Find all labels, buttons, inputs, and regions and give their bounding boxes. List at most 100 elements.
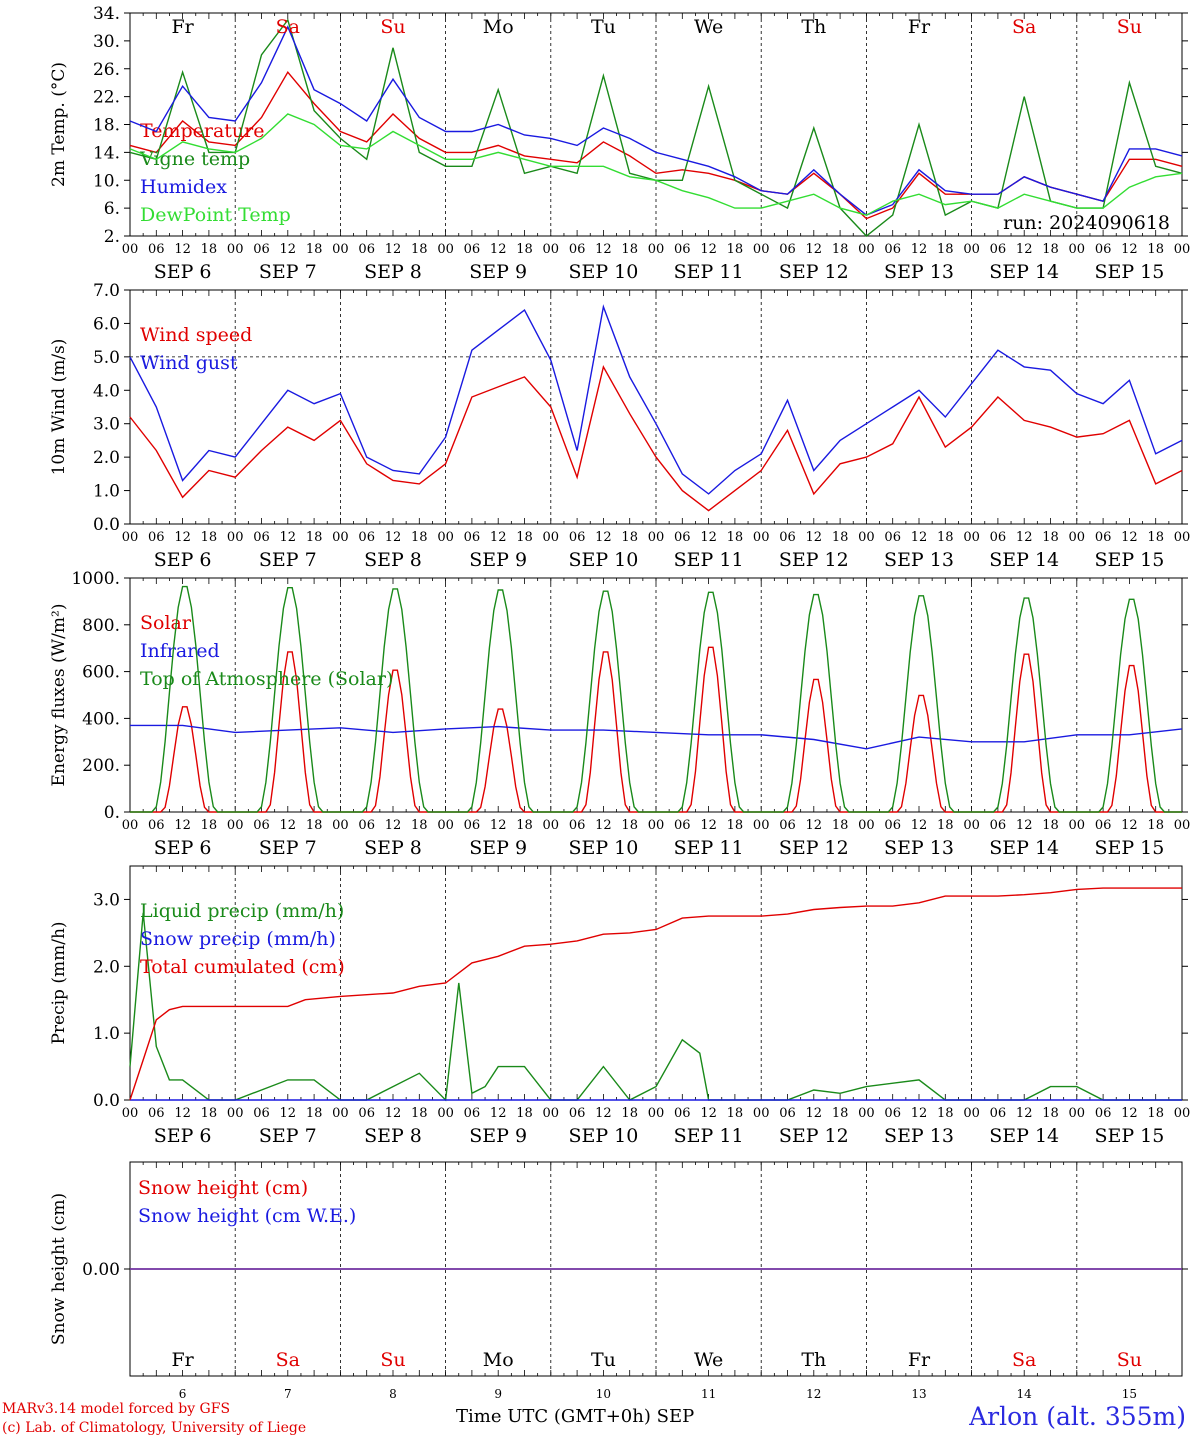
y-tick-label: 0.00 [82, 1260, 120, 1280]
x-hour-label: 18 [201, 1106, 218, 1121]
x-day-label: SEP 11 [674, 261, 744, 283]
x-hour-label: 00 [332, 1106, 349, 1121]
x-hour-label: 06 [148, 818, 165, 833]
x-hour-label: 06 [1095, 242, 1112, 257]
x-hour-label: 18 [411, 1106, 428, 1121]
x-hour-label: 18 [516, 818, 533, 833]
x-hour-label: 00 [227, 818, 244, 833]
run-label: run: 2024090618 [1003, 212, 1170, 234]
x-hour-label: 12 [174, 242, 191, 257]
y-tick-label: 1000. [71, 569, 120, 589]
x-hour-label: 18 [1042, 530, 1059, 545]
dow-label-bottom: Sa [1012, 1349, 1036, 1371]
series-line-wind-0 [129, 364, 1183, 512]
x-hour-label: 18 [832, 242, 849, 257]
x-day-label: SEP 12 [779, 1125, 849, 1147]
x-hour-label: 00 [1174, 818, 1191, 833]
dow-label-bottom: Su [380, 1349, 405, 1371]
x-hour-label: 12 [1121, 242, 1138, 257]
dow-label-top: Su [380, 16, 405, 38]
y-tick-label: 800. [82, 616, 120, 636]
x-hour-label: 06 [253, 818, 270, 833]
x-hour-label: 00 [332, 818, 349, 833]
x-hour-label: 18 [621, 1106, 638, 1121]
x-hour-label: 00 [1069, 1106, 1086, 1121]
x-hour-label: 12 [280, 1106, 297, 1121]
dow-label-bottom: Mo [483, 1349, 514, 1371]
x-hour-label: 12 [490, 530, 507, 545]
x-day-label: SEP 8 [364, 1125, 422, 1147]
dow-label-top: We [694, 16, 723, 38]
dow-label-top: Mo [483, 16, 514, 38]
y-tick-label: 10. [93, 171, 120, 191]
x-hour-label: 18 [937, 242, 954, 257]
y-tick-label: 0. [104, 803, 120, 823]
x-hour-label: 12 [806, 242, 823, 257]
x-hour-label: 12 [911, 242, 928, 257]
x-hour-label: 18 [306, 242, 323, 257]
x-hour-label: 00 [543, 818, 560, 833]
x-day-label: SEP 14 [989, 1125, 1059, 1147]
x-hour-label: 12 [174, 530, 191, 545]
x-hour-label: 18 [306, 530, 323, 545]
series-line-energy-2 [130, 585, 1182, 813]
x-day-label: SEP 9 [469, 837, 527, 859]
credit-line-2: (c) Lab. of Climatology, University of L… [2, 1420, 307, 1436]
legend-energy-1: Infrared [140, 640, 220, 662]
x-day-label: SEP 11 [674, 549, 744, 571]
date-label-bottom: 13 [911, 1387, 926, 1401]
x-hour-label: 00 [543, 1106, 560, 1121]
x-hour-label: 12 [595, 242, 612, 257]
x-hour-label: 18 [201, 818, 218, 833]
x-day-label: SEP 9 [469, 1125, 527, 1147]
x-hour-label: 12 [1121, 530, 1138, 545]
x-day-label: SEP 9 [469, 261, 527, 283]
y-tick-label: 26. [93, 60, 120, 80]
x-day-label: SEP 6 [154, 1125, 212, 1147]
x-hour-label: 00 [753, 530, 770, 545]
dow-label-bottom: We [694, 1349, 723, 1371]
x-hour-label: 00 [332, 530, 349, 545]
x-hour-label: 18 [727, 1106, 744, 1121]
x-hour-label: 06 [358, 530, 375, 545]
x-hour-label: 12 [490, 242, 507, 257]
date-label-bottom: 11 [701, 1387, 716, 1401]
legend-energy-0: Solar [140, 612, 192, 634]
x-hour-label: 18 [1147, 530, 1164, 545]
x-hour-label: 18 [1147, 1106, 1164, 1121]
x-day-label: SEP 9 [469, 549, 527, 571]
x-day-label: SEP 13 [884, 549, 954, 571]
x-hour-label: 06 [253, 530, 270, 545]
x-axis-title: Time UTC (GMT+0h) SEP [456, 1406, 694, 1427]
x-hour-label: 12 [700, 1106, 717, 1121]
y-axis-title-wind: 10m Wind (m/s) [49, 339, 69, 476]
x-hour-label: 18 [1042, 242, 1059, 257]
x-hour-label: 12 [280, 530, 297, 545]
x-hour-label: 12 [385, 818, 402, 833]
y-tick-label: 6. [104, 199, 120, 219]
x-hour-label: 12 [174, 818, 191, 833]
x-hour-label: 06 [569, 818, 586, 833]
dow-label-bottom: Fr [908, 1349, 931, 1371]
x-day-label: SEP 7 [259, 1125, 317, 1147]
x-hour-label: 06 [990, 1106, 1007, 1121]
x-hour-label: 12 [490, 818, 507, 833]
x-hour-label: 18 [411, 818, 428, 833]
x-hour-label: 00 [227, 1106, 244, 1121]
x-hour-label: 06 [464, 530, 481, 545]
x-hour-label: 12 [385, 1106, 402, 1121]
x-hour-label: 18 [832, 1106, 849, 1121]
dow-label-top: Sa [276, 16, 300, 38]
dow-label-bottom: Tu [591, 1349, 616, 1371]
x-hour-label: 00 [437, 530, 454, 545]
dow-label-bottom: Th [801, 1349, 826, 1371]
x-hour-label: 12 [700, 530, 717, 545]
x-hour-label: 18 [937, 1106, 954, 1121]
series-line-precip-2 [129, 887, 1182, 1101]
date-label-bottom: 6 [179, 1387, 187, 1401]
legend-energy-2: Top of Atmosphere (Solar) [140, 668, 393, 690]
x-hour-label: 06 [990, 242, 1007, 257]
legend-temperature-3: DewPoint Temp [140, 204, 291, 226]
y-tick-label: 18. [93, 116, 120, 136]
y-axis-title-energy: Energy fluxes (W/m²) [49, 604, 69, 787]
